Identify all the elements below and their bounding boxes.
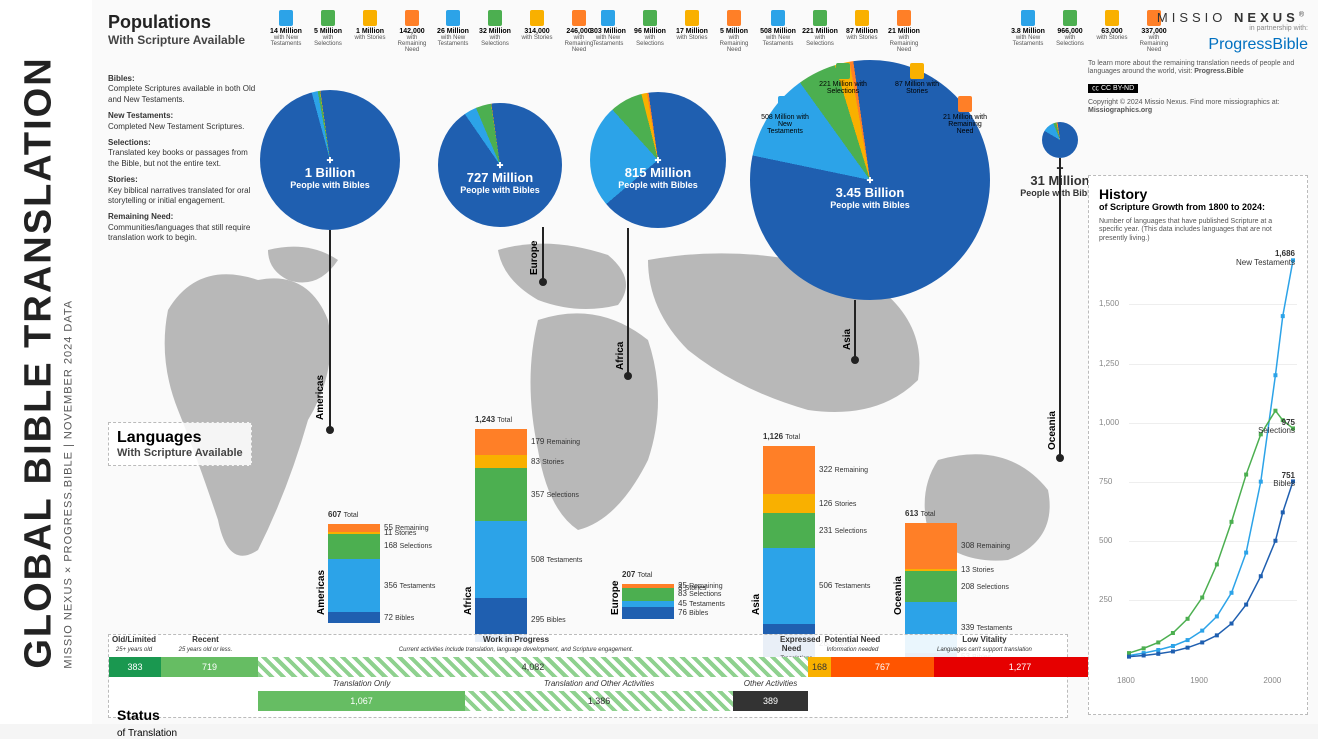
book-icon <box>855 10 869 26</box>
status-seg-383: 383 <box>109 657 161 677</box>
region-label-africa: Africa <box>615 342 626 370</box>
status-seg-719: 719 <box>161 657 258 677</box>
history-end-selections: 975Selections <box>1258 419 1295 437</box>
callout-row-asia: 508 Millionwith New Testaments221 Millio… <box>760 10 922 53</box>
book-icon <box>321 10 335 26</box>
book-icon <box>727 10 741 26</box>
book-icon <box>1021 10 1035 26</box>
pie-oceania <box>1042 122 1078 158</box>
main-title: GLOBAL BIBLE TRANSLATION <box>18 56 61 668</box>
bar-seg-americas-selections <box>328 534 380 559</box>
book-icon <box>530 10 544 26</box>
sidebar-logos: MISSIO NEXUS® in partnership with: Progr… <box>1088 10 1308 116</box>
bar-seg-americas-bibles <box>328 612 380 623</box>
bar-seg-oceania-remaining <box>905 523 957 569</box>
stem-americas <box>329 230 331 430</box>
book-icon <box>405 10 419 26</box>
stem-asia <box>854 300 856 360</box>
bar-seg-europe-selections <box>622 588 674 600</box>
book-icon <box>897 10 911 26</box>
bar-seg-asia-stories <box>763 494 815 513</box>
region-label-asia: Asia <box>842 329 853 350</box>
callout-row-americas: 14 Millionwith New Testaments5 Millionwi… <box>268 10 430 53</box>
stem-africa <box>627 228 629 376</box>
callout-row-europe: 26 Millionwith New Testaments32 Millionw… <box>435 10 597 53</box>
history-line-chart: 2505007501,0001,2501,5001800190020001,68… <box>1099 253 1297 683</box>
pie-center-americas: ✚1 BillionPeople with Bibles <box>280 156 380 190</box>
region-label-americas: Americas <box>315 375 326 420</box>
bar-seg-africa-selections <box>475 468 527 522</box>
bar-seg-asia-testaments <box>763 548 815 624</box>
status-seg-1277: 1,277 <box>934 657 1106 677</box>
callout-row-africa: 303 Millionwith New Testaments96 Million… <box>590 10 752 53</box>
status-seg-4082: 4,082 <box>258 657 808 677</box>
stem-europe <box>542 227 544 282</box>
book-icon <box>601 10 615 26</box>
status-seg-1386: 1,386 <box>465 691 733 711</box>
book-icon <box>279 10 293 26</box>
bar-seg-oceania-selections <box>905 571 957 602</box>
status-seg-168: 168 <box>808 657 831 677</box>
book-icon <box>1063 10 1077 26</box>
book-icon <box>771 10 785 26</box>
pie-center-europe: ✚727 MillionPeople with Bibles <box>450 161 550 195</box>
status-seg-1067: 1,067 <box>258 691 465 711</box>
bar-seg-africa-remaining <box>475 429 527 456</box>
definitions-list: Bibles:Complete Scriptures available in … <box>108 68 258 245</box>
history-end-new-testaments: 1,686New Testaments <box>1236 250 1295 268</box>
bar-seg-africa-testaments <box>475 521 527 597</box>
bar-seg-americas-testaments <box>328 559 380 612</box>
vertical-title-bar: GLOBAL BIBLE TRANSLATION MISSIO NEXUS × … <box>0 0 92 724</box>
languages-heading: Languages With Scripture Available <box>108 422 252 466</box>
region-label-europe: Europe <box>529 241 540 275</box>
bar-seg-europe-testaments <box>622 601 674 608</box>
populations-heading: Populations With Scripture Available <box>108 12 245 47</box>
stem-oceania <box>1059 158 1061 458</box>
book-icon <box>488 10 502 26</box>
book-icon <box>685 10 699 26</box>
book-icon <box>363 10 377 26</box>
book-icon <box>643 10 657 26</box>
book-icon <box>813 10 827 26</box>
bar-seg-africa-stories <box>475 455 527 467</box>
bar-seg-europe-bibles <box>622 607 674 618</box>
region-label-oceania: Oceania <box>1047 411 1058 450</box>
history-end-bibles: 751Bibles <box>1273 472 1295 490</box>
bar-seg-asia-selections <box>763 513 815 548</box>
cc-icon: ㏄ CC BY-ND <box>1088 84 1138 93</box>
main-subtitle: MISSIO NEXUS × PROGRESS.BIBLE | NOVEMBER… <box>63 56 75 668</box>
status-seg-767: 767 <box>831 657 934 677</box>
status-section: Old/Limited25+ years oldRecent25 years o… <box>108 634 1068 718</box>
status-seg-389: 389 <box>733 691 808 711</box>
pie-center-africa: ✚815 MillionPeople with Bibles <box>608 156 708 190</box>
bar-seg-americas-remaining <box>328 524 380 532</box>
history-panel: History of Scripture Growth from 1800 to… <box>1088 175 1308 715</box>
book-icon <box>446 10 460 26</box>
book-icon <box>572 10 586 26</box>
pie-center-asia: ✚3.45 BillionPeople with Bibles <box>820 176 920 210</box>
bar-seg-asia-remaining <box>763 446 815 494</box>
status-heading: Status of Translation <box>117 707 177 739</box>
